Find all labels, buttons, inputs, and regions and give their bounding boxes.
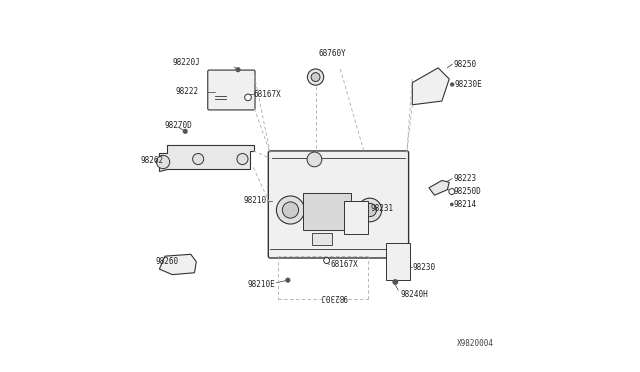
Circle shape <box>392 279 398 285</box>
Circle shape <box>307 152 322 167</box>
Text: 98260: 98260 <box>156 257 179 266</box>
Circle shape <box>182 129 188 134</box>
Text: 98230E: 98230E <box>455 80 483 89</box>
Bar <box>303 193 351 230</box>
Polygon shape <box>429 180 449 195</box>
Bar <box>387 243 410 280</box>
FancyBboxPatch shape <box>208 70 255 110</box>
Circle shape <box>363 203 376 217</box>
Circle shape <box>237 154 248 164</box>
Text: 98250D: 98250D <box>454 187 481 196</box>
Text: 98240H: 98240H <box>401 291 428 299</box>
Text: 68167X: 68167X <box>330 260 358 269</box>
Text: 98223: 98223 <box>454 174 477 183</box>
Circle shape <box>307 69 324 85</box>
Circle shape <box>285 278 291 283</box>
FancyBboxPatch shape <box>268 151 408 258</box>
Circle shape <box>311 73 320 81</box>
Polygon shape <box>159 145 253 171</box>
Text: 98230: 98230 <box>412 263 435 272</box>
Circle shape <box>276 196 305 224</box>
Text: 98210E: 98210E <box>248 280 276 289</box>
Text: 98214: 98214 <box>454 200 477 209</box>
Text: 68760Y: 68760Y <box>318 49 346 58</box>
Text: 68167X: 68167X <box>253 90 282 99</box>
Circle shape <box>358 198 381 222</box>
Text: 98210: 98210 <box>243 196 266 205</box>
Text: 98230J: 98230J <box>320 292 348 301</box>
Circle shape <box>324 258 330 263</box>
Text: 98222: 98222 <box>175 87 198 96</box>
Circle shape <box>449 189 455 195</box>
Text: 98270D: 98270D <box>165 121 193 129</box>
Circle shape <box>282 202 299 218</box>
Circle shape <box>450 203 454 206</box>
Text: 98262: 98262 <box>141 156 164 166</box>
Bar <box>344 201 368 234</box>
Text: X9820004: X9820004 <box>456 340 493 349</box>
Text: 98250: 98250 <box>454 60 477 69</box>
Circle shape <box>156 155 170 169</box>
Polygon shape <box>159 254 196 275</box>
Circle shape <box>193 154 204 164</box>
Circle shape <box>450 82 454 87</box>
Bar <box>312 233 332 245</box>
Text: 98220J: 98220J <box>172 58 200 67</box>
Text: 98231: 98231 <box>371 203 394 213</box>
Polygon shape <box>412 68 449 105</box>
Circle shape <box>236 67 241 72</box>
Circle shape <box>244 94 252 101</box>
